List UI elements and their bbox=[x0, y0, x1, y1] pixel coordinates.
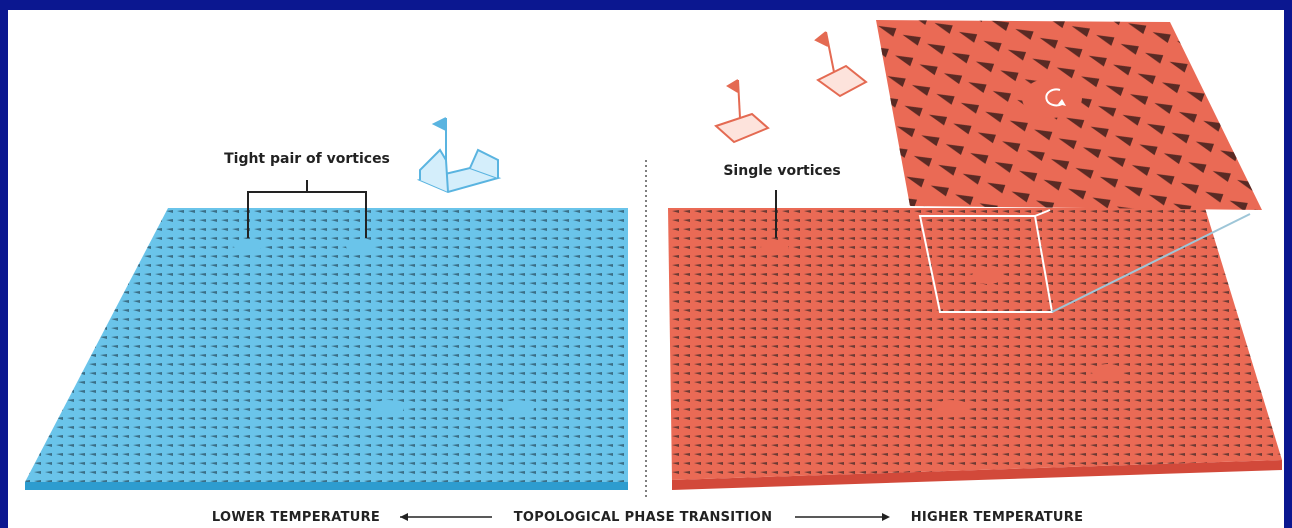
rotation-icon bbox=[1058, 99, 1066, 106]
vortex bbox=[502, 400, 534, 416]
inset-vortex bbox=[1022, 78, 1082, 118]
rotation-icon bbox=[1045, 88, 1063, 107]
spin-arrows bbox=[25, 208, 628, 482]
vortex bbox=[972, 268, 1004, 284]
vortex bbox=[934, 400, 966, 416]
zoom-line bbox=[1051, 213, 1251, 313]
vortex bbox=[234, 239, 262, 253]
vortex bbox=[346, 239, 374, 253]
caption: TOPOLOGICAL PHASE TRANSITION bbox=[514, 510, 773, 525]
label: Single vortices bbox=[723, 163, 840, 179]
catamaran bbox=[416, 117, 502, 194]
boat bbox=[714, 31, 868, 144]
zoom-line bbox=[1034, 209, 1051, 217]
arrowhead bbox=[882, 513, 890, 521]
vortex bbox=[372, 400, 404, 416]
bracket bbox=[247, 180, 367, 238]
spin-arrows bbox=[668, 208, 1282, 480]
label: Tight pair of vortices bbox=[224, 151, 390, 167]
slab-edge bbox=[25, 482, 628, 490]
inset-arrows bbox=[876, 20, 1262, 210]
caption: HIGHER TEMPERATURE bbox=[911, 510, 1084, 525]
slab-edge bbox=[672, 460, 1282, 490]
arrowhead bbox=[400, 513, 408, 521]
vortex bbox=[1092, 364, 1124, 380]
caption: LOWER TEMPERATURE bbox=[212, 510, 380, 525]
vortex bbox=[761, 241, 789, 255]
